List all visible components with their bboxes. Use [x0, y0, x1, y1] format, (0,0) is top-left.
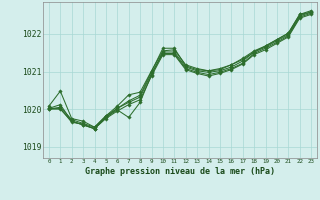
X-axis label: Graphe pression niveau de la mer (hPa): Graphe pression niveau de la mer (hPa): [85, 167, 275, 176]
